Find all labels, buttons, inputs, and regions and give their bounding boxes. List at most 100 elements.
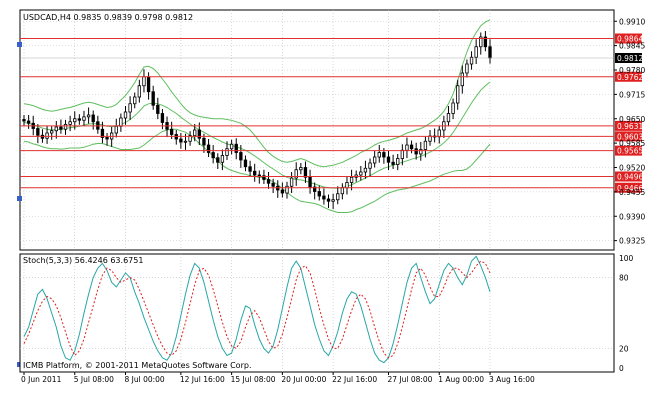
- candle-body: [26, 120, 31, 124]
- time-axis: 0 Jun 2011 5 Jul 08:00 8 Jul 00:00 12 Jul 1…: [21, 372, 535, 384]
- price-tick-label: 0.9585: [619, 139, 645, 148]
- stoch-tick-label: 80: [619, 274, 629, 283]
- stoch-main-line: [23, 255, 491, 364]
- level-price-tag: [615, 120, 642, 131]
- level-price-tag: [615, 71, 642, 82]
- candle-body: [271, 182, 275, 187]
- candle-body: [151, 91, 155, 106]
- candle-body: [345, 182, 349, 189]
- candle-body: [63, 123, 68, 130]
- candle-body: [419, 149, 423, 155]
- candle-body: [114, 125, 118, 134]
- candle-body: [322, 195, 326, 200]
- candle-body: [363, 167, 368, 173]
- candles: [22, 31, 492, 210]
- candle-body: [460, 72, 464, 87]
- stoch-tick-label: 100: [619, 254, 634, 263]
- candle-body: [22, 119, 26, 122]
- time-tick-label: 1 Aug 00:00: [438, 375, 484, 384]
- candle-body: [197, 129, 201, 139]
- candle-body: [36, 128, 40, 136]
- candle-body: [156, 104, 160, 114]
- candle-body: [423, 140, 428, 150]
- candle-body: [372, 156, 377, 164]
- price-pane-frame: [19, 9, 615, 251]
- level-price-tag: [615, 182, 642, 193]
- time-tick-label: 22 Jul 16:00: [332, 375, 377, 384]
- candle-body: [266, 179, 271, 184]
- candle-body: [54, 126, 58, 132]
- candle-body: [169, 128, 174, 135]
- candle-body: [137, 85, 142, 98]
- price-tick-label: 0.9845: [619, 42, 645, 51]
- drag-handle-top-left[interactable]: [17, 42, 22, 47]
- candle-body: [262, 175, 266, 180]
- stoch-signal-line: [23, 260, 491, 359]
- candle-body: [368, 162, 372, 169]
- candle-body: [179, 138, 183, 143]
- price-grid: [20, 10, 614, 250]
- stoch-grid: [20, 254, 614, 372]
- level-price-tag: [615, 145, 642, 156]
- candle-body: [77, 118, 82, 121]
- candle-body: [317, 191, 321, 197]
- candle-body: [146, 76, 151, 93]
- bollinger-upper-line: [23, 19, 491, 168]
- current-price-label: 0.9812: [617, 54, 643, 63]
- candle-body: [340, 187, 345, 195]
- time-tick-label: 12 Jul 16:00: [180, 375, 225, 384]
- level-price-tag: [615, 171, 642, 182]
- time-tick-label: 15 Jul 08:00: [231, 375, 276, 384]
- candle-body: [396, 158, 400, 165]
- candle-body: [479, 36, 483, 48]
- candle-body: [414, 148, 418, 155]
- price-tick-label: 0.9650: [619, 115, 645, 124]
- time-tick-label: 8 Jul 00:00: [125, 375, 165, 384]
- candle-body: [105, 137, 109, 140]
- candle-body: [469, 56, 474, 65]
- candle-body: [456, 85, 460, 104]
- candle-body: [216, 157, 220, 163]
- candle-body: [50, 130, 54, 134]
- candle-body: [68, 121, 72, 125]
- stoch-tick-label: 20: [619, 344, 629, 353]
- level-price-label: 0.9565: [617, 147, 643, 156]
- candle-body: [82, 116, 86, 121]
- candle-body: [234, 143, 238, 153]
- candle-body: [211, 152, 215, 159]
- candle-body: [206, 144, 211, 153]
- candle-body: [349, 176, 354, 183]
- candle-body: [308, 176, 312, 188]
- candle-body: [488, 46, 492, 59]
- current-price-tag: [615, 53, 642, 63]
- price-tick-label: 0.9520: [619, 164, 645, 173]
- stoch-pane-frame: [19, 253, 615, 373]
- level-price-label: 0.9762: [617, 73, 643, 82]
- price-tick-label: 0.9455: [619, 188, 645, 197]
- candle-body: [243, 159, 248, 168]
- candle-body: [405, 144, 409, 151]
- candle-body: [202, 137, 206, 146]
- candle-body: [474, 46, 478, 58]
- price-tick-label: 0.9390: [619, 212, 645, 221]
- candle-body: [160, 113, 165, 123]
- candle-body: [123, 111, 128, 119]
- level-price-label: 0.9466: [617, 184, 643, 193]
- drag-handle-mid-left[interactable]: [17, 196, 22, 201]
- candle-body: [386, 156, 391, 163]
- stoch-axis: 100 80 20 0: [619, 254, 634, 373]
- candle-body: [248, 166, 252, 172]
- candle-body: [451, 102, 455, 114]
- candle-body: [285, 185, 289, 194]
- level-price-label: 0.9603: [617, 132, 643, 141]
- candle-body: [377, 152, 381, 158]
- candle-body: [465, 63, 469, 74]
- candle-body: [193, 129, 197, 137]
- candle-body: [73, 118, 77, 123]
- candle-body: [183, 140, 188, 143]
- candle-body: [336, 193, 340, 201]
- price-tick-label: 0.9910: [619, 17, 645, 26]
- candle-body: [128, 103, 132, 113]
